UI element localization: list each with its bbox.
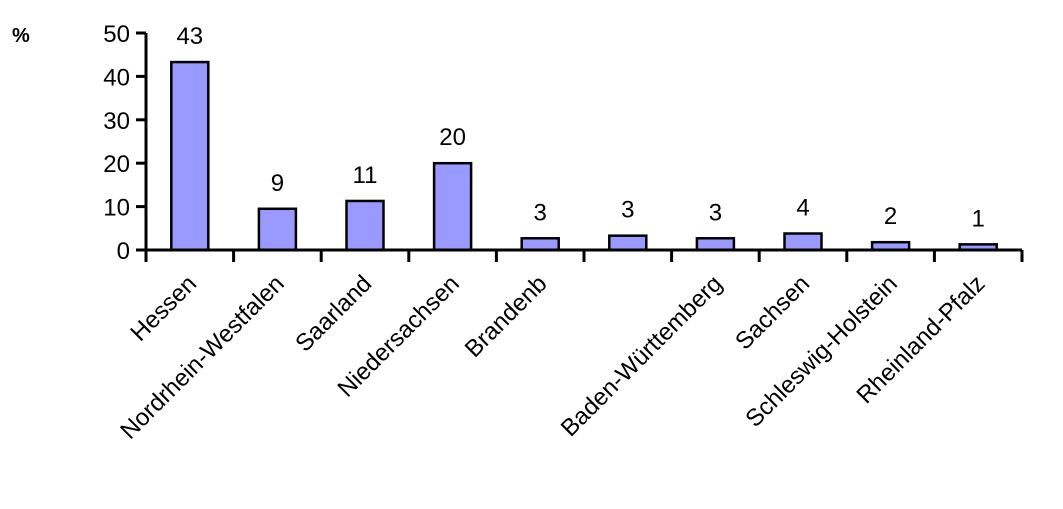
bar [783,232,823,252]
bar [608,234,648,252]
data-label: 3 [534,199,547,226]
data-label: 11 [353,162,378,189]
bar [170,60,210,252]
bars-group: 43 9 11 20 3 3 3 4 2 1 [170,23,998,252]
data-label: 4 [796,195,809,222]
data-label: 3 [709,199,722,226]
category-label: Hessen [125,270,202,347]
bar [520,237,560,252]
data-label: 3 [621,197,634,224]
data-label: 20 [439,124,466,151]
data-label: 9 [271,170,284,197]
category-label: Schleswig-Holstein [740,270,902,432]
y-tick-label: 10 [103,195,130,222]
bar [257,207,298,252]
y-tick-label: 0 [117,238,130,265]
category-label: Sachsen [730,270,815,355]
y-tick-label: 50 [103,21,130,48]
y-tick-label: 30 [103,108,130,135]
category-label: Saarland [290,270,377,357]
category-label: Brandenb [460,270,553,363]
y-tick-label: 20 [103,151,130,178]
bar [432,161,473,252]
bar [695,237,736,252]
data-label: 43 [176,23,203,50]
data-label: 1 [972,205,985,232]
y-axis: 0 10 20 30 40 50 [103,21,148,265]
category-label: Nordrhein-Westfalen [115,270,289,444]
y-axis-unit-label: % [12,25,30,47]
data-label: 2 [884,203,897,230]
category-label: Baden-Württemberg [556,270,728,442]
bar [345,199,385,252]
y-tick-label: 40 [103,64,130,91]
